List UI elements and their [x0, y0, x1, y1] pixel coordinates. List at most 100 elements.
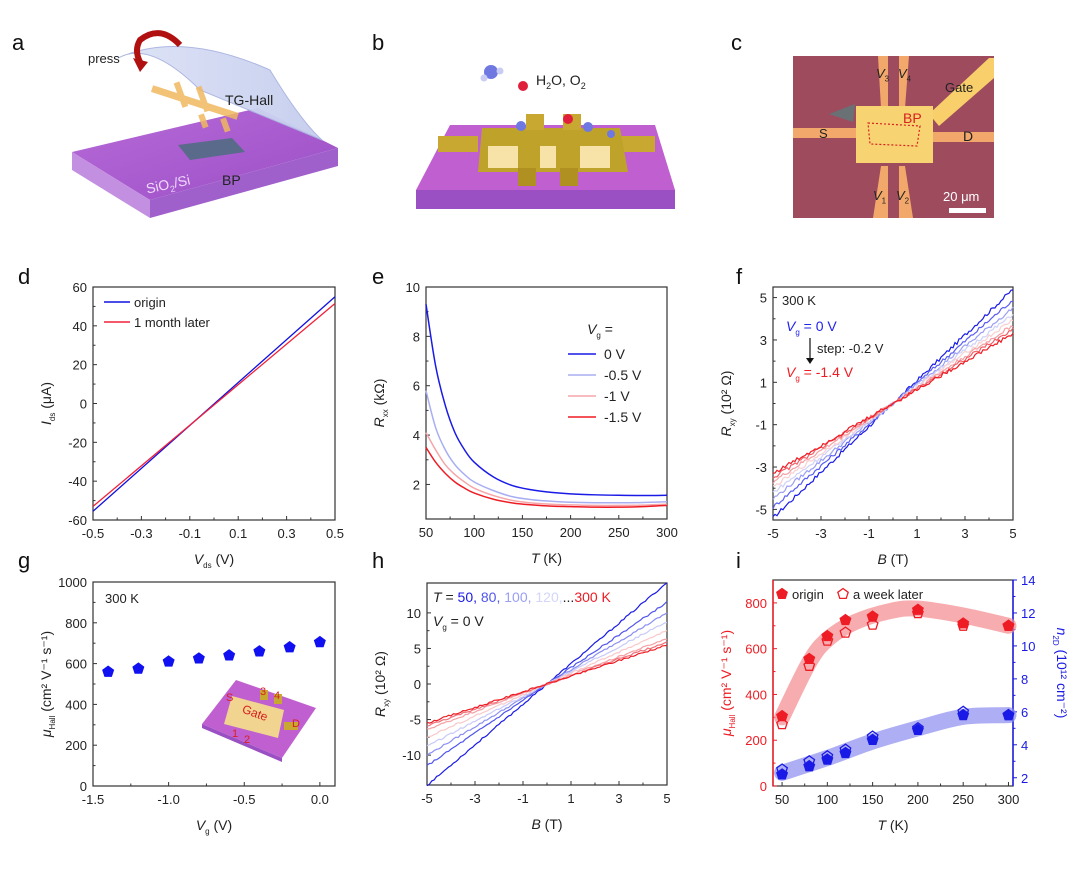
chart-f-ylabel: Rxy (10² Ω)	[718, 371, 737, 437]
molecules-label: H2O, O2	[536, 72, 586, 91]
chart-h-xtick-label: 3	[615, 791, 622, 806]
panel-letter-c: c	[731, 30, 742, 55]
chart-f-step-arrowhead-icon	[806, 358, 814, 364]
v1-label: V1	[873, 188, 886, 206]
bp-flake	[178, 138, 245, 160]
chart-i-xlabel: T (K)	[877, 817, 908, 833]
chart-i-ytick-label: 0	[760, 779, 767, 794]
chart-i-series-3-point	[866, 730, 879, 742]
chart-f-annotation-top-part: V	[786, 318, 797, 334]
chart-e-legend-title: Vg =	[587, 321, 613, 340]
chart-h-annotation-temps-part: 120,	[532, 589, 563, 605]
scale-bar	[949, 208, 986, 213]
chart-d-xlabel-part: V	[194, 551, 205, 567]
micrograph-graphic	[793, 56, 994, 218]
chart-g-point	[162, 655, 175, 667]
chart-i-ytick-label: 400	[745, 687, 767, 702]
v3-sub: 3	[884, 74, 890, 84]
chart-i-xlabel-part: (K)	[886, 817, 909, 833]
chart-f-ylabel-part: R	[718, 426, 734, 436]
chart-h-xlabel: B (T)	[531, 816, 562, 832]
chart-f-annotation-step: step: -0.2 V	[817, 341, 884, 356]
chart-e-series-1	[425, 390, 668, 504]
chart-e-frame	[425, 286, 668, 520]
chart-i-legend-label-week: a week later	[853, 587, 924, 602]
chart-g-point	[253, 645, 266, 657]
chart-e-ylabel: Rxx (kΩ)	[371, 379, 390, 428]
press-label: press	[88, 51, 120, 66]
chart-d-xtick-label: -0.1	[179, 526, 201, 541]
chart-d-xtick-label: 0.3	[278, 526, 296, 541]
chart-i-series-3-point	[839, 743, 852, 755]
electrode-v3	[878, 56, 888, 108]
molecules-label-h: H	[536, 72, 547, 88]
g-inset-graphic	[202, 680, 316, 762]
chart-g-xtick-label: -1.5	[82, 792, 104, 807]
chart-d-ytick-label: -40	[68, 474, 87, 489]
chart-g-point	[132, 662, 145, 674]
chart-i-xtick-label: 50	[775, 792, 789, 807]
chart-i-series-0-point	[803, 652, 816, 665]
chart-e-legend-label-3: -1.5 V	[604, 409, 642, 425]
molecules-label-sub2: 2	[580, 80, 586, 91]
v2-text: V	[896, 188, 905, 203]
chart-g-xlabel-part: V	[196, 817, 207, 833]
chart-d-xlabel-part: ds	[203, 561, 211, 570]
chart-i-ylabel-part: (cm² V⁻¹ s⁻¹)	[718, 630, 734, 715]
chart-f-annotation-top: Vg = 0 V	[786, 318, 837, 337]
chart-e-ytick-label: 10	[406, 280, 420, 295]
chart-g-xtick-label: 0.0	[311, 792, 329, 807]
chart-i-xlabel-part: T	[877, 817, 887, 833]
chart-f-annotation-bottom-part: = -1.4 V	[800, 364, 854, 380]
chart-d-ylabel-part: (μA)	[38, 382, 54, 413]
chart-h-annotation-vg: Vg = 0 V	[433, 613, 484, 632]
chart-d-xtick-label: 0.5	[326, 526, 344, 541]
chart-i-legend-label-origin: origin	[792, 587, 824, 602]
film-electrodes	[150, 81, 239, 133]
chart-h-annotation-temps: T = 50, 80, 100, 120,...300 K	[433, 589, 612, 605]
electrode-v4	[899, 56, 909, 108]
illustration-encapsulated-device: H2O, O2	[360, 0, 720, 230]
chart-f-xlabel-part: (T)	[887, 551, 909, 567]
chart-d-legend-label-1: 1 month later	[134, 315, 211, 330]
chart-h-annotation-temps-part: =	[442, 589, 458, 605]
chart-h-ylabel-part: (10² Ω)	[372, 651, 388, 699]
v4-label: V4	[898, 66, 911, 84]
chart-f-annotation-top-part: g	[795, 328, 799, 337]
chart-e-legend-title-part: g	[596, 331, 600, 340]
water-molecule-icon	[480, 65, 615, 138]
chart-e-series-0	[425, 304, 668, 497]
chart-d-ylabel-part: I	[38, 421, 54, 425]
panel-letter-a: a	[12, 30, 25, 55]
chart-d-ytick-label: -20	[68, 435, 87, 450]
panel-letter-f: f	[736, 264, 743, 289]
chart-h-annotation-temps-part: 80,	[477, 589, 500, 605]
chart-i-xtick-label: 150	[862, 792, 884, 807]
chart-h-ylabel-part: R	[372, 707, 388, 717]
chart-f-series-7	[772, 332, 1014, 474]
chart-h-ytick-label: 0	[414, 677, 421, 692]
chart-g-point	[102, 665, 115, 677]
chart-i-series-0-point	[957, 617, 970, 629]
chart-f-ytick-label: -5	[755, 502, 767, 517]
chart-e-xlabel: T (K)	[531, 550, 562, 566]
chart-i-series-3-point	[821, 749, 834, 762]
chart-d-ytick-label: 60	[73, 280, 87, 295]
chart-f-annotation-bottom: Vg = -1.4 V	[786, 364, 854, 383]
chart-d-xlabel: Vds (V)	[194, 551, 234, 570]
chart-d-xtick-label: -0.5	[82, 526, 104, 541]
chart-e-legend-label-0: 0 V	[604, 346, 626, 362]
panel-letter-e: e	[372, 264, 385, 289]
chart-i-ytick-right-label: 8	[1021, 672, 1028, 687]
chart-g-point	[223, 649, 236, 661]
chart-g-point	[313, 635, 326, 648]
chart-e-legend-title-part: =	[601, 321, 613, 337]
chart-g-xlabel-part: (V)	[210, 817, 233, 833]
chart-i-series-1-point	[821, 634, 834, 646]
chart-i-xtick-label: 300	[998, 792, 1020, 807]
chart-g-ylabel: μHall (cm² V⁻¹ s⁻¹)	[38, 631, 57, 738]
chart-g-xlabel: Vg (V)	[196, 817, 232, 836]
chart-i-ylabel-right-part: (10¹² cm⁻²)	[1054, 646, 1070, 719]
chart-f-ytick-label: 5	[760, 291, 767, 306]
